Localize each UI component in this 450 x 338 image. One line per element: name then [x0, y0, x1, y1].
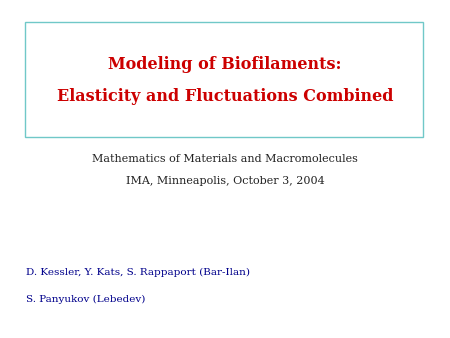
Text: Elasticity and Fluctuations Combined: Elasticity and Fluctuations Combined: [57, 88, 393, 105]
Text: IMA, Minneapolis, October 3, 2004: IMA, Minneapolis, October 3, 2004: [126, 176, 324, 186]
Text: Modeling of Biofilaments:: Modeling of Biofilaments:: [108, 56, 342, 73]
FancyBboxPatch shape: [25, 22, 423, 137]
Text: S. Panyukov (Lebedev): S. Panyukov (Lebedev): [26, 295, 145, 304]
Text: Mathematics of Materials and Macromolecules: Mathematics of Materials and Macromolecu…: [92, 154, 358, 164]
Text: D. Kessler, Y. Kats, S. Rappaport (Bar-Ilan): D. Kessler, Y. Kats, S. Rappaport (Bar-I…: [26, 268, 250, 276]
